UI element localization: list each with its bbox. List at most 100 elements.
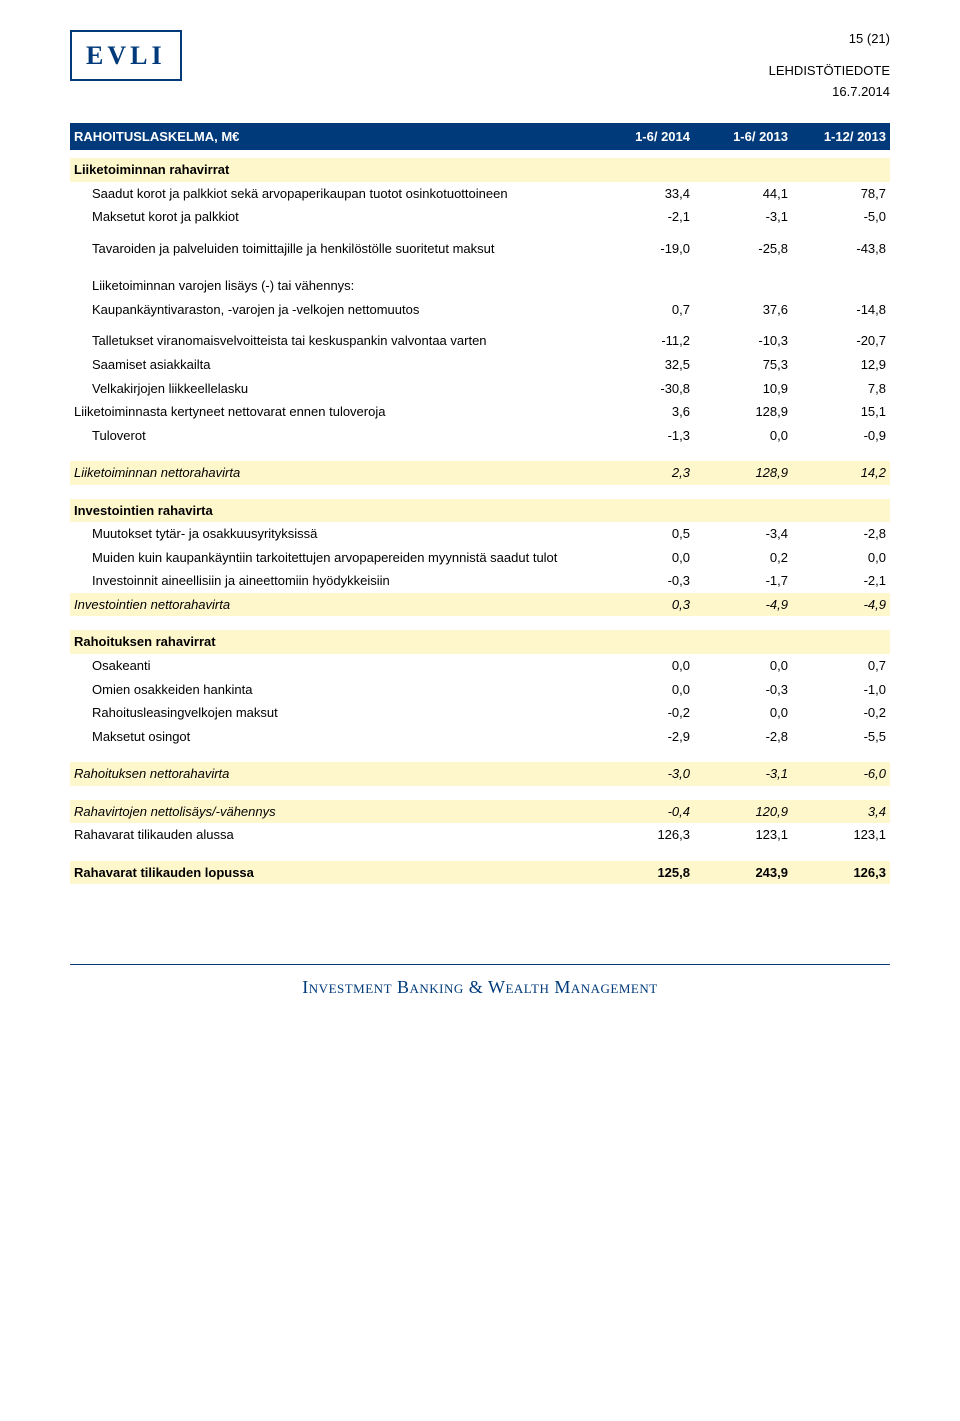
cell: 75,3 xyxy=(694,353,792,377)
cell: 0,7 xyxy=(596,298,694,322)
row-label: Investointien nettorahavirta xyxy=(70,593,596,617)
row-label: Rahoitusleasingvelkojen maksut xyxy=(70,701,596,725)
table-row: Rahoitusleasingvelkojen maksut -0,2 0,0 … xyxy=(70,701,890,725)
table-row: Velkakirjojen liikkeellelasku -30,8 10,9… xyxy=(70,377,890,401)
cell: 0,0 xyxy=(694,701,792,725)
cell: 0,0 xyxy=(694,654,792,678)
cell: 3,6 xyxy=(596,400,694,424)
col-header-1: 1-6/ 2014 xyxy=(596,123,694,151)
table-row: Maksetut osingot -2,9 -2,8 -5,5 xyxy=(70,725,890,749)
cell: 0,2 xyxy=(694,546,792,570)
cell: 123,1 xyxy=(694,823,792,847)
cell: 126,3 xyxy=(596,823,694,847)
cell: 14,2 xyxy=(792,461,890,485)
row-label: Rahoituksen nettorahavirta xyxy=(70,762,596,786)
cell: -0,2 xyxy=(792,701,890,725)
row-label: Omien osakkeiden hankinta xyxy=(70,678,596,702)
cell: -19,0 xyxy=(596,237,694,261)
top-bar: EVLI 15 (21) LEHDISTÖTIEDOTE 16.7.2014 xyxy=(70,30,890,101)
cell: 78,7 xyxy=(792,182,890,206)
cell: 37,6 xyxy=(694,298,792,322)
cashflow-table: RAHOITUSLASKELMA, M€ 1-6/ 2014 1-6/ 2013… xyxy=(70,123,890,885)
row-label: Kaupankäyntivaraston, -varojen ja -velko… xyxy=(70,298,596,322)
table-row: Liiketoiminnan varojen lisäys (-) tai vä… xyxy=(70,274,890,298)
cell: -2,1 xyxy=(596,205,694,229)
table-title: RAHOITUSLASKELMA, M€ xyxy=(70,123,596,151)
table-row: Rahavarat tilikauden alussa 126,3 123,1 … xyxy=(70,823,890,847)
table-row: Investoinnit aineellisiin ja aineettomii… xyxy=(70,569,890,593)
footer-tagline: Investment Banking & Wealth Management xyxy=(70,964,890,999)
cell: 0,0 xyxy=(694,424,792,448)
cell: 0,3 xyxy=(596,593,694,617)
cell: -2,8 xyxy=(792,522,890,546)
subtotal-row: Liiketoiminnan nettorahavirta 2,3 128,9 … xyxy=(70,461,890,485)
cell: 15,1 xyxy=(792,400,890,424)
cell: -14,8 xyxy=(792,298,890,322)
cell: 0,0 xyxy=(596,678,694,702)
cell: -3,4 xyxy=(694,522,792,546)
row-label: Maksetut osingot xyxy=(70,725,596,749)
cell: -0,2 xyxy=(596,701,694,725)
row-label: Liiketoiminnan nettorahavirta xyxy=(70,461,596,485)
cell: 126,3 xyxy=(792,861,890,885)
subtotal-row: Investointien nettorahavirta 0,3 -4,9 -4… xyxy=(70,593,890,617)
cell: -43,8 xyxy=(792,237,890,261)
table-row: Kaupankäyntivaraston, -varojen ja -velko… xyxy=(70,298,890,322)
row-label: Rahavarat tilikauden lopussa xyxy=(70,861,596,885)
table-row: Muiden kuin kaupankäyntiin tarkoitettuje… xyxy=(70,546,890,570)
row-label: Liiketoiminnasta kertyneet nettovarat en… xyxy=(70,400,596,424)
cell: 128,9 xyxy=(694,461,792,485)
table-row: Muutokset tytär- ja osakkuusyrityksissä … xyxy=(70,522,890,546)
table-row: Tavaroiden ja palveluiden toimittajille … xyxy=(70,237,890,261)
cell: 3,4 xyxy=(792,800,890,824)
logo-text: EVLI xyxy=(86,41,166,70)
cell: 2,3 xyxy=(596,461,694,485)
cell: 7,8 xyxy=(792,377,890,401)
cell: -4,9 xyxy=(792,593,890,617)
row-label: Liiketoiminnan varojen lisäys (-) tai vä… xyxy=(70,274,596,298)
section-operating: Liiketoiminnan rahavirrat xyxy=(70,158,890,182)
cell: -2,8 xyxy=(694,725,792,749)
row-label: Saamiset asiakkailta xyxy=(70,353,596,377)
cell: -25,8 xyxy=(694,237,792,261)
table-row: Saadut korot ja palkkiot sekä arvopaperi… xyxy=(70,182,890,206)
cell: -6,0 xyxy=(792,762,890,786)
row-label: Rahavarat tilikauden alussa xyxy=(70,823,596,847)
cell: 44,1 xyxy=(694,182,792,206)
table-row: Saamiset asiakkailta 32,5 75,3 12,9 xyxy=(70,353,890,377)
cell: -0,9 xyxy=(792,424,890,448)
section-investing: Investointien rahavirta xyxy=(70,499,890,523)
col-header-2: 1-6/ 2013 xyxy=(694,123,792,151)
cell: 125,8 xyxy=(596,861,694,885)
header-right: 15 (21) LEHDISTÖTIEDOTE 16.7.2014 xyxy=(769,30,890,101)
table-header-row: RAHOITUSLASKELMA, M€ 1-6/ 2014 1-6/ 2013… xyxy=(70,123,890,151)
row-label: Tuloverot xyxy=(70,424,596,448)
table-row: Talletukset viranomaisvelvoitteista tai … xyxy=(70,329,890,353)
section-label: Rahoituksen rahavirrat xyxy=(70,630,596,654)
document-date: 16.7.2014 xyxy=(769,83,890,101)
cell: -20,7 xyxy=(792,329,890,353)
cell: -5,0 xyxy=(792,205,890,229)
table-row: Tuloverot -1,3 0,0 -0,9 xyxy=(70,424,890,448)
total-row: Rahavarat tilikauden lopussa 125,8 243,9… xyxy=(70,861,890,885)
cell: 0,0 xyxy=(596,546,694,570)
row-label: Maksetut korot ja palkkiot xyxy=(70,205,596,229)
cell: 12,9 xyxy=(792,353,890,377)
cell: -3,1 xyxy=(694,762,792,786)
logo-box: EVLI xyxy=(70,30,182,81)
row-label: Saadut korot ja palkkiot sekä arvopaperi… xyxy=(70,182,596,206)
row-label: Tavaroiden ja palveluiden toimittajille … xyxy=(70,237,596,261)
section-financing: Rahoituksen rahavirrat xyxy=(70,630,890,654)
cell: 0,0 xyxy=(792,546,890,570)
cell: -10,3 xyxy=(694,329,792,353)
cell: -0,4 xyxy=(596,800,694,824)
cell: -3,1 xyxy=(694,205,792,229)
cell: -2,9 xyxy=(596,725,694,749)
cell: 120,9 xyxy=(694,800,792,824)
cell: 0,5 xyxy=(596,522,694,546)
cell: -11,2 xyxy=(596,329,694,353)
cell: -1,7 xyxy=(694,569,792,593)
subtotal-row: Rahavirtojen nettolisäys/-vähennys -0,4 … xyxy=(70,800,890,824)
cell: 243,9 xyxy=(694,861,792,885)
cell: -0,3 xyxy=(694,678,792,702)
